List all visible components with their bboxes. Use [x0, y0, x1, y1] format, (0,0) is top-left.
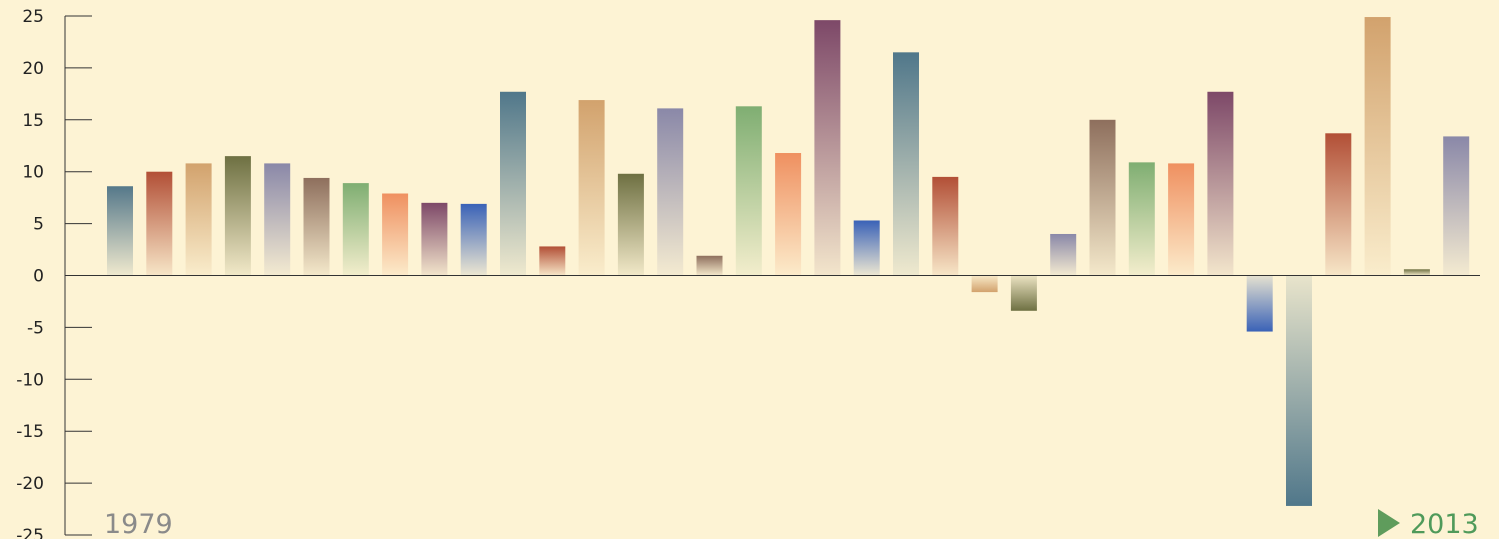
- bar: [696, 255, 723, 276]
- y-tick-label: 10: [22, 163, 44, 183]
- bar: [107, 186, 133, 276]
- y-tick-label: 5: [33, 215, 44, 235]
- y-tick-label: 15: [22, 111, 44, 131]
- bar: [1325, 133, 1352, 276]
- y-tick-label: -20: [16, 474, 44, 494]
- bar: [303, 177, 330, 276]
- bar: [264, 163, 291, 276]
- bar: [500, 91, 526, 276]
- bar: [1246, 275, 1273, 332]
- y-tick-label: -5: [27, 318, 44, 338]
- y-tick-label: -10: [16, 370, 44, 390]
- start-year-label: 1979: [104, 509, 173, 539]
- bar: [735, 106, 762, 276]
- bar: [146, 171, 173, 276]
- bar: [1207, 91, 1234, 276]
- bar: [932, 176, 959, 276]
- y-tick-label: -25: [16, 526, 44, 539]
- y-axis: 25 20 15 10 5 0 -5 -10 -15 -20 -25: [16, 7, 92, 539]
- bar: [1010, 275, 1037, 311]
- bar: [539, 246, 566, 276]
- y-tick-label: 0: [33, 267, 44, 287]
- bar: [853, 220, 880, 276]
- bar: [578, 100, 605, 276]
- bar: [814, 20, 841, 276]
- bar: [893, 52, 919, 276]
- y-tick-label: 20: [22, 59, 44, 79]
- bar: [1403, 269, 1430, 276]
- bar: [1089, 119, 1116, 276]
- bars: [107, 17, 1470, 506]
- end-year-label: 2013: [1410, 509, 1479, 539]
- bar: [224, 156, 251, 276]
- bar: [421, 202, 448, 276]
- bar: [382, 193, 409, 276]
- bar: [1168, 163, 1195, 276]
- bar: [460, 203, 487, 276]
- bar: [657, 108, 684, 276]
- bar: [185, 163, 212, 276]
- y-tick-label: 25: [22, 7, 44, 27]
- bar: [617, 173, 644, 276]
- time-arrow-head: [1378, 509, 1400, 537]
- bar: [1364, 17, 1391, 276]
- bar: [342, 183, 369, 276]
- bar: [1286, 275, 1312, 506]
- bar: [1128, 162, 1155, 276]
- bar: [1050, 233, 1077, 276]
- y-tick-label: -15: [16, 422, 44, 442]
- bar: [1443, 136, 1470, 276]
- bar: [775, 153, 802, 276]
- bar: [971, 275, 998, 293]
